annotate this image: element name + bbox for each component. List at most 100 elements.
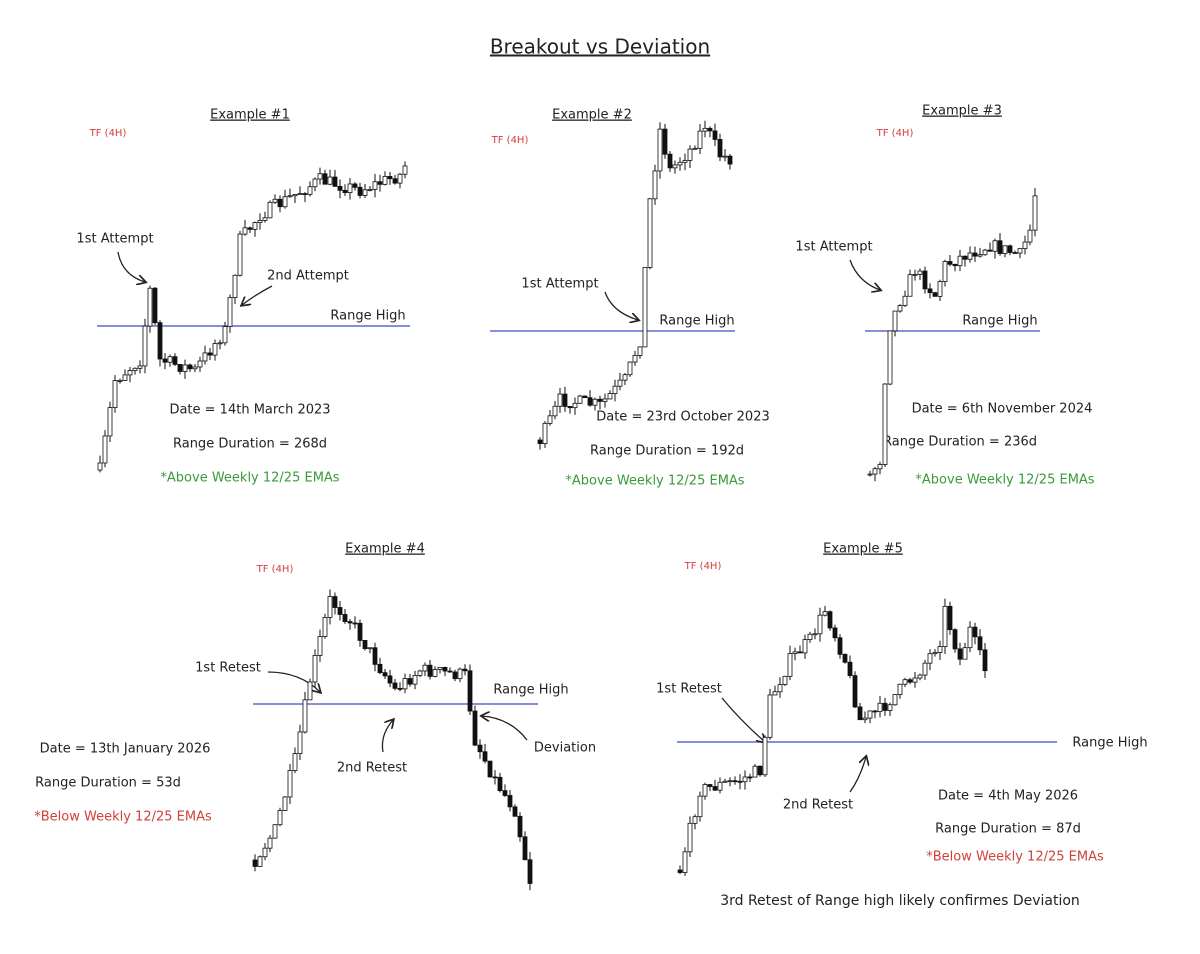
candle: [877, 702, 883, 713]
candle: [717, 139, 723, 158]
note: 2nd Attempt: [267, 269, 349, 284]
note: Range High: [493, 683, 568, 698]
candle: [252, 222, 258, 230]
candle: [787, 653, 793, 677]
candle: [222, 326, 228, 344]
candle: [352, 183, 358, 188]
candle: [267, 201, 273, 219]
candle: [877, 464, 883, 470]
candle: [327, 176, 333, 185]
candle: [267, 837, 273, 849]
candle: [452, 671, 458, 680]
candle: [617, 379, 623, 387]
ema-note: *Above Weekly 12/25 EMAs: [565, 474, 744, 489]
candle: [447, 670, 453, 673]
candle: [272, 198, 278, 203]
candle: [722, 780, 728, 783]
candle: [907, 679, 913, 683]
candle: [307, 681, 313, 701]
candle: [517, 815, 523, 838]
candle: [857, 706, 863, 721]
candle: [822, 611, 828, 616]
timeframe: TF (4H): [684, 561, 722, 572]
candle: [352, 622, 358, 625]
duration: Range Duration = 268d: [173, 437, 327, 452]
candle: [797, 651, 803, 654]
candle: [712, 130, 718, 140]
timeframe: TF (4H): [491, 135, 529, 146]
candle: [152, 287, 158, 324]
candle: [947, 261, 953, 265]
candle: [142, 325, 148, 367]
candle: [322, 173, 328, 185]
candle: [477, 744, 483, 753]
candle: [667, 153, 673, 169]
duration: Range Duration = 236d: [883, 435, 1037, 450]
candle: [997, 240, 1003, 254]
candle: [757, 765, 763, 776]
candle: [892, 694, 898, 706]
candle: [332, 596, 338, 608]
candle: [702, 784, 708, 797]
note: 1st Attempt: [521, 277, 598, 292]
candle: [682, 159, 688, 163]
candle: [547, 415, 553, 424]
candle: [747, 776, 753, 779]
arrow: [267, 671, 320, 692]
candle: [612, 385, 618, 394]
candle: [572, 402, 578, 409]
candle: [277, 198, 283, 208]
candle: [232, 274, 238, 299]
candle: [887, 704, 893, 711]
candle: [967, 252, 973, 260]
candle: [372, 647, 378, 665]
title: Breakout vs Deviation: [490, 35, 710, 59]
candle: [692, 147, 698, 150]
candle: [392, 682, 398, 689]
date: Date = 6th November 2024: [912, 402, 1093, 417]
candle: [897, 683, 903, 695]
candle: [227, 297, 233, 327]
candle: [977, 636, 983, 651]
candle: [377, 181, 383, 185]
candle: [247, 227, 253, 230]
candle: [742, 776, 748, 783]
candle: [957, 648, 963, 660]
candle: [897, 305, 903, 312]
candle: [507, 795, 513, 808]
candle: [457, 668, 463, 680]
candle: [387, 675, 393, 684]
candle: [237, 233, 243, 276]
candle: [297, 731, 303, 755]
candle: [587, 397, 593, 406]
note: 1st Attempt: [795, 240, 872, 255]
candle: [687, 148, 693, 161]
candle: [502, 790, 508, 796]
candle: [172, 356, 178, 365]
candle: [772, 691, 778, 696]
candle: [1022, 241, 1028, 250]
candle: [1017, 248, 1023, 254]
candle: [817, 614, 823, 635]
candle: [812, 633, 818, 636]
candle: [902, 679, 908, 685]
candle: [302, 699, 308, 733]
candle: [462, 668, 468, 672]
note: 1st Retest: [656, 682, 722, 697]
candle: [832, 627, 838, 639]
candle: [912, 677, 918, 683]
note: Range High: [659, 314, 734, 329]
candle: [257, 856, 263, 867]
candle: [102, 435, 108, 464]
candle: [542, 422, 548, 445]
arrow: [849, 757, 866, 793]
candle: [637, 346, 643, 356]
candle: [917, 674, 923, 679]
candle: [592, 398, 598, 406]
candle: [717, 781, 723, 791]
note: 2nd Retest: [783, 798, 853, 813]
candle: [727, 155, 733, 165]
candle: [557, 393, 563, 407]
candle: [727, 780, 733, 783]
candle: [382, 672, 388, 677]
